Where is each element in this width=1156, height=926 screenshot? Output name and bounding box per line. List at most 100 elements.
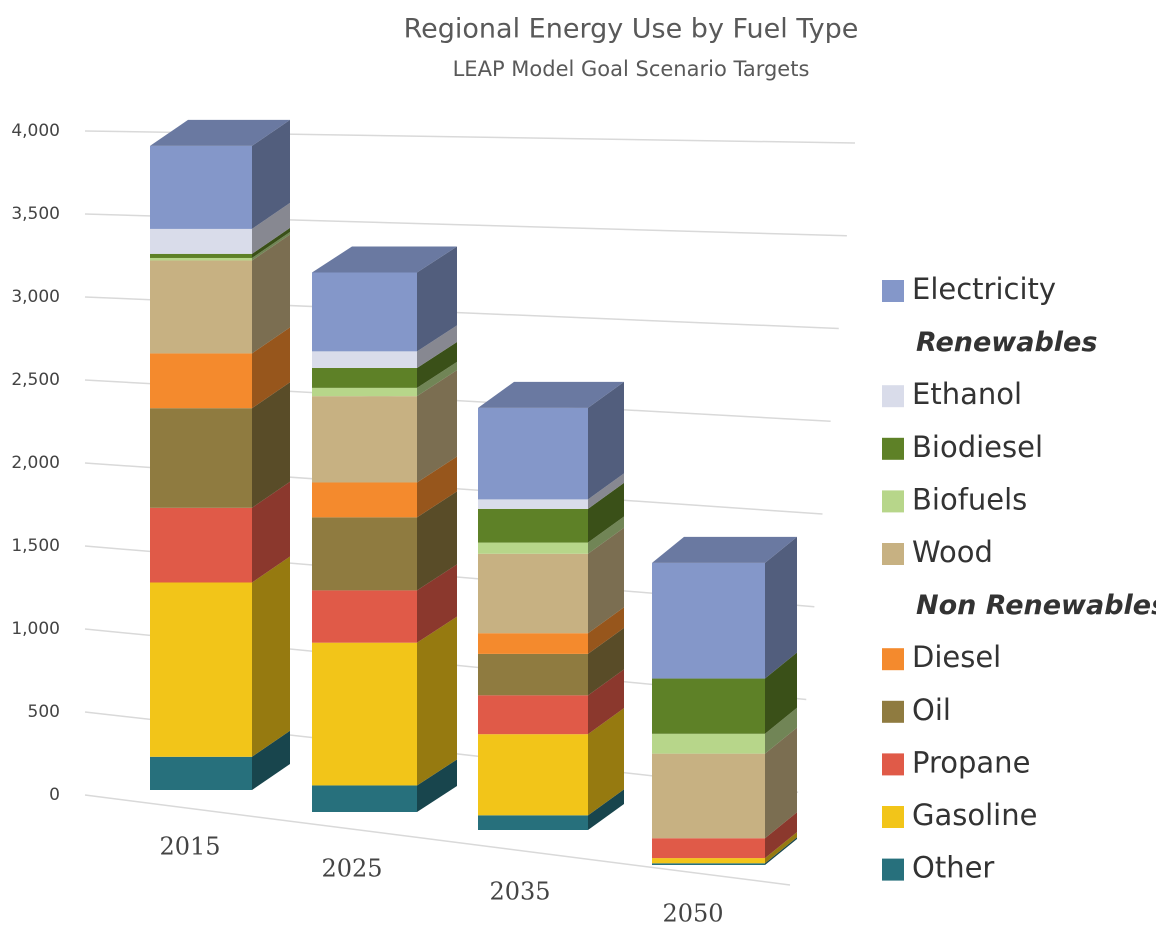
bar-segment (312, 272, 417, 352)
bar-segment-side (252, 119, 290, 229)
bar-segment-side (252, 227, 290, 258)
bar-segment (652, 678, 765, 734)
bar-segment-side (588, 527, 624, 634)
bar-segment (312, 785, 417, 812)
bar-segment (652, 858, 765, 864)
bar-segment-side (588, 482, 624, 543)
bar-segment (150, 145, 252, 229)
bar-segment-side (765, 727, 797, 839)
bar-segment-side (417, 456, 457, 518)
bar-segment-side (417, 759, 457, 812)
bar-segment-side (252, 202, 290, 254)
y-tick-label: 2,500 (11, 370, 60, 390)
bar-segment (150, 257, 252, 261)
legend-label: Electricity (912, 272, 1056, 306)
x-tick-label: 2035 (489, 878, 550, 906)
legend-swatch (882, 280, 904, 302)
bar-segment-side (252, 382, 290, 508)
bar-segment (150, 260, 252, 354)
y-tick-label: 4,000 (11, 121, 60, 141)
bar-segment (652, 733, 765, 754)
bar-segment-side (252, 327, 290, 409)
bar-segment (652, 753, 765, 839)
legend-label: Biodiesel (912, 430, 1043, 464)
x-tick-label: 2025 (321, 855, 382, 883)
legend-swatch (882, 490, 904, 513)
y-tick-label: 3,500 (11, 204, 60, 224)
bar-segment (478, 508, 588, 543)
bar-segment-side (417, 491, 457, 591)
bar-segment (312, 482, 417, 518)
legend-label: Oil (912, 693, 951, 727)
y-tick-label: 2,000 (11, 453, 60, 473)
bar-segment (150, 582, 252, 757)
grid-line (84, 794, 791, 886)
bar-top (652, 536, 797, 563)
bar-segment (312, 642, 417, 786)
bar-segment-side (417, 370, 457, 483)
bar-segment-side (252, 234, 290, 354)
bar-segment (150, 353, 252, 409)
bar-segment-side (765, 707, 797, 754)
bar-segment-side (417, 564, 457, 643)
bar-segment-side (765, 536, 797, 679)
chart-subtitle: LEAP Model Goal Scenario Targets (453, 57, 810, 81)
bar-segment-side (588, 669, 624, 735)
bar-segment-side (417, 246, 457, 352)
legend-label: Ethanol (912, 377, 1022, 411)
bar-segment (478, 815, 588, 830)
bar-segment (478, 633, 588, 654)
bar-segment-side (417, 616, 457, 786)
y-tick-label: 500 (28, 702, 60, 722)
bar-segment-side (765, 832, 797, 864)
bar-segment (150, 228, 252, 254)
legend-swatch (882, 806, 904, 828)
legend-swatch (882, 385, 904, 408)
bar-segment (150, 253, 252, 258)
legend-swatch (882, 543, 904, 565)
bar-segment-side (252, 730, 290, 790)
legend-swatch (882, 437, 904, 460)
legend-swatch (882, 753, 904, 776)
bar-segment-side (417, 341, 457, 388)
y-tick-label: 1,500 (11, 536, 60, 556)
bar-segment (312, 396, 417, 483)
bar-segment (478, 734, 588, 816)
x-tick-label: 2015 (159, 833, 220, 861)
bar-segment (478, 499, 588, 509)
bar-segment-side (765, 652, 797, 734)
legend-label: Diesel (912, 640, 1001, 674)
bar-segment (150, 756, 252, 790)
bar-segment-side (588, 381, 624, 500)
bar-segment-side (588, 473, 624, 509)
bar-segment (478, 407, 588, 500)
legend-label: Wood (912, 535, 993, 569)
bar-segment (312, 590, 417, 643)
bar-segment (652, 838, 765, 859)
bar-segment (150, 507, 252, 583)
legend-heading: Non Renewables (916, 590, 1156, 621)
bar-segment (478, 553, 588, 634)
y-tick-label: 0 (49, 785, 60, 805)
bar-segment-side (252, 556, 290, 757)
bar-segment-side (588, 627, 624, 696)
legend-label: Biofuels (912, 482, 1027, 516)
bar-segment (312, 351, 417, 368)
bar-segment (312, 517, 417, 591)
bar-segment (478, 653, 588, 696)
bar-segment-side (765, 812, 797, 859)
bar-segment-side (588, 708, 624, 816)
bar-segment (652, 562, 765, 679)
y-tick-label: 1,000 (11, 619, 60, 639)
x-tick-label: 2050 (662, 900, 723, 926)
bar-top (312, 246, 457, 273)
legend-label: Propane (912, 745, 1030, 779)
bar-segment-side (765, 837, 797, 865)
bar-segment (150, 408, 252, 508)
legend-label: Other (912, 851, 994, 885)
bar-segment-side (417, 361, 457, 397)
y-tick-label: 3,000 (11, 287, 60, 307)
bar-segment-side (252, 481, 290, 583)
bar-segment-side (588, 607, 624, 654)
